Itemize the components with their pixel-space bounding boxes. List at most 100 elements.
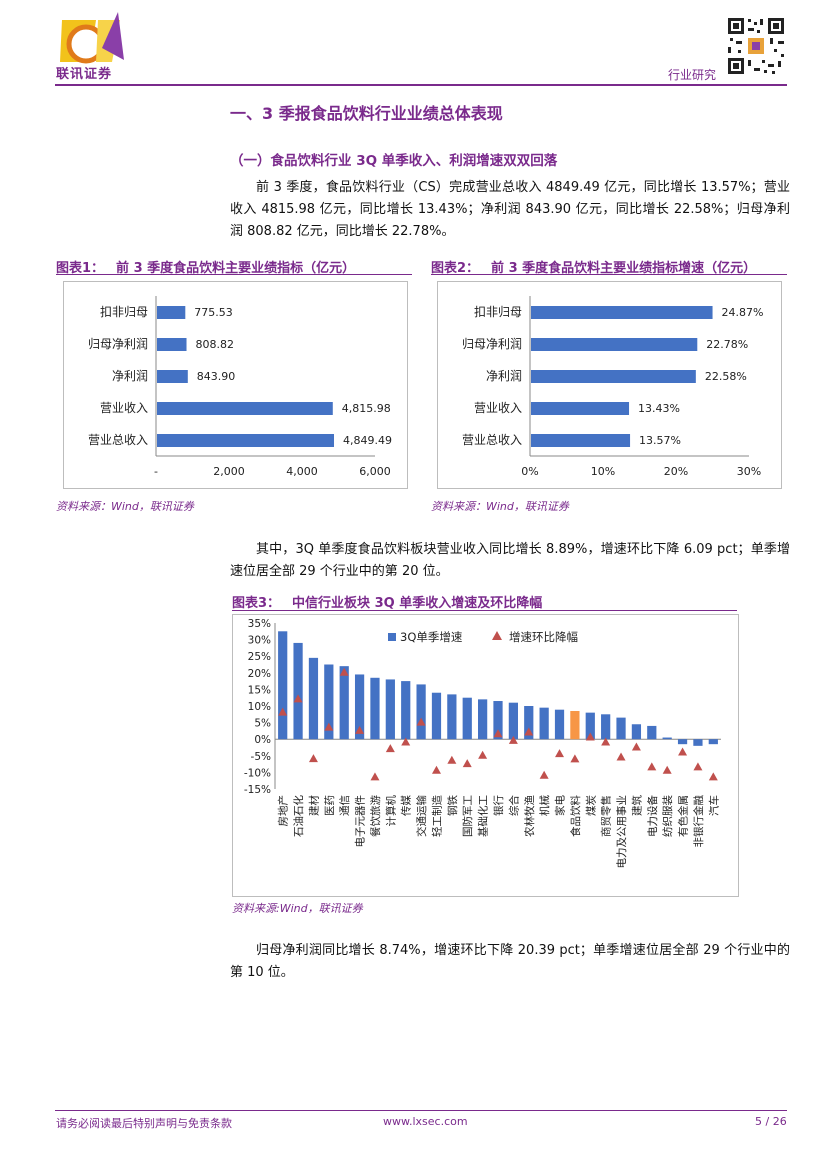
paragraph-summary: 前 3 季度，食品饮料行业（CS）完成营业总收入 4849.49 亿元，同比增长… (230, 177, 790, 243)
fig3-marker (708, 772, 718, 781)
fig3-y-tick-label: 0% (254, 734, 271, 746)
fig3-category-label: 房地产 (277, 795, 290, 827)
fig3-y-tick-label: 10% (248, 701, 271, 713)
fig3-marker (585, 732, 595, 741)
fig3-legend-swatch-marker (492, 631, 502, 640)
fig3-bar (570, 710, 580, 740)
figure-1-source: 资料来源：Wind，联讯证券 (56, 500, 194, 513)
fig3-legend-label: 增速环比降幅 (509, 630, 578, 644)
fig3-legend-label: 3Q单季增速 (400, 630, 463, 644)
fig3-bar (431, 692, 442, 740)
fig3-category-label: 电子元器件 (354, 795, 367, 848)
fig3-category-label: 机械 (538, 795, 551, 816)
fig3-y-tick-label: -15% (244, 784, 271, 796)
fig2-data-label: 13.57% (639, 434, 681, 447)
fig3-marker (401, 737, 411, 746)
fig1-x-tick-label: 2,000 (213, 465, 245, 478)
fig3-marker (493, 729, 503, 738)
figure-3-chart-box: 35% 30% 25% 20% 15% 10% 5% 0% -5% -10% -15% 房地产 石油石化… (232, 614, 739, 897)
fig3-bar (631, 724, 642, 740)
fig2-bar (531, 338, 698, 351)
fig3-marker (539, 770, 549, 779)
fig3-category-label: 非银行金融 (692, 795, 705, 848)
fig2-x-tick-label: 20% (664, 465, 688, 478)
fig3-y-tick-label: 15% (248, 684, 271, 696)
fig3-legend-swatch-bar (388, 633, 396, 641)
header-rule (55, 84, 787, 86)
fig2-bar (531, 306, 713, 319)
fig3-bar (339, 666, 349, 740)
figure-3-number: 图表3： (232, 596, 281, 611)
fig3-y-tick-label: -5% (251, 751, 271, 763)
qr-code-icon (726, 16, 786, 76)
fig3-category-label: 通信 (339, 795, 351, 816)
fig3-y-tick-label: -10% (244, 767, 271, 779)
fig1-category-label: 归母净利润 (88, 337, 148, 351)
figure-1-number: 图表1： (56, 261, 105, 276)
fig2-category-label: 归母净利润 (462, 337, 522, 351)
fig3-category-label: 计算机 (384, 795, 397, 827)
fig3-marker (647, 762, 657, 771)
figure-2-number: 图表2： (431, 261, 480, 276)
fig3-marker (601, 737, 611, 746)
footer-website[interactable]: www.lxsec.com (383, 1115, 468, 1128)
fig3-category-label: 国防军工 (461, 795, 474, 837)
fig3-bar (508, 702, 518, 740)
fig1-category-label: 营业总收入 (88, 433, 148, 447)
fig3-category-label: 传媒 (400, 795, 413, 816)
figure-3-caption: 中信行业板块 3Q 单季收入增速及环比降幅 (292, 596, 543, 611)
fig2-bar (531, 370, 696, 383)
paragraph-3q-profit: 归母净利润同比增长 8.74%，增速环比下降 20.39 pct；单季增速位居全… (230, 940, 790, 984)
figure-2-chart: 扣非归母 24.87% 归母净利润 22.78% 净利润 22.58% 营业收入 13.43%… (462, 296, 764, 478)
fig3-bar (662, 737, 672, 740)
fig3-marker (616, 752, 626, 761)
fig1-data-label: 4,849.49 (343, 434, 392, 447)
fig3-marker (508, 735, 518, 744)
fig2-category-label: 净利润 (486, 369, 522, 383)
fig1-x-tick-label: - (154, 465, 158, 478)
company-logo (60, 12, 124, 64)
fig3-bar (401, 681, 411, 740)
paragraph-text: 前 3 季度，食品饮料行业（CS）完成营业总收入 4849.49 亿元，同比增长… (230, 180, 790, 239)
fig3-marker (462, 759, 472, 768)
fig3-bar (647, 725, 657, 740)
fig3-bar (708, 739, 718, 745)
fig3-y-tick-label: 25% (248, 651, 271, 663)
fig2-category-label: 扣非归母 (474, 305, 522, 319)
footer-page-number: 5 / 26 (755, 1115, 787, 1128)
fig3-marker (355, 725, 365, 734)
fig3-bar (554, 709, 565, 740)
paragraph-text: 归母净利润同比增长 8.74%，增速环比下降 20.39 pct；单季增速位居全… (230, 943, 790, 980)
fig3-category-label: 电力及公用事业 (615, 795, 628, 869)
figure-3-title: 图表3： 中信行业板块 3Q 单季收入增速及环比降幅 (232, 592, 542, 611)
fig3-y-tick-label: 30% (248, 635, 271, 647)
fig1-data-label: 4,815.98 (342, 402, 391, 415)
figure-1-chart-box: 扣非归母 775.53 归母净利润 808.82 净利润 843.90 营业收入 4,815.… (63, 281, 408, 489)
fig3-marker (339, 667, 349, 676)
fig3-marker (293, 694, 303, 703)
fig3-category-label: 电力设备 (646, 795, 659, 837)
fig3-bar (524, 706, 534, 740)
fig3-bar (585, 712, 595, 740)
fig3-category-label: 综合 (507, 795, 520, 816)
section-title: 一、3 季报食品饮料行业业绩总体表现 (230, 104, 503, 123)
figure-3-chart: 35% 30% 25% 20% 15% 10% 5% 0% -5% -10% -15% 房地产 石油石化… (244, 618, 721, 869)
sub-title: （一）食品饮料行业 3Q 单季收入、利润增速双双回落 (230, 153, 558, 169)
fig3-category-label: 石油石化 (292, 795, 305, 837)
fig2-bar (531, 402, 630, 415)
fig3-category-label: 煤炭 (584, 795, 597, 816)
footer-rule (55, 1110, 787, 1111)
fig3-bar (677, 739, 688, 745)
fig3-category-label: 轻工制造 (430, 795, 443, 837)
fig1-bar (157, 402, 333, 415)
fig3-category-label: 建筑 (630, 795, 643, 816)
figure-2-title: 图表2： 前 3 季度食品饮料主要业绩指标增速（亿元） (431, 257, 756, 276)
fig3-category-label: 有色金属 (677, 795, 690, 837)
fig3-category-label: 家电 (554, 795, 567, 816)
fig3-bar (354, 674, 365, 740)
figure-1-rule (56, 274, 412, 275)
fig3-bar (493, 701, 503, 740)
fig3-marker (631, 742, 641, 751)
fig3-category-label: 钢铁 (446, 795, 459, 816)
report-type: 行业研究 (668, 68, 717, 82)
